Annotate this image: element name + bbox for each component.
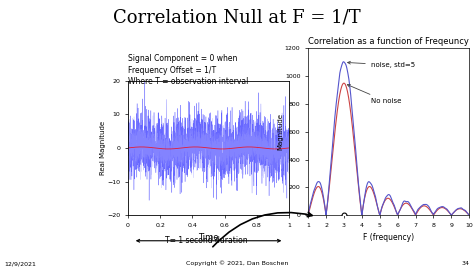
Text: Copyright © 2021, Dan Boschen: Copyright © 2021, Dan Boschen xyxy=(186,261,288,266)
Text: No noise: No noise xyxy=(347,84,401,104)
Text: Correlation Null at F = 1/T: Correlation Null at F = 1/T xyxy=(113,8,361,26)
X-axis label: F (frequency): F (frequency) xyxy=(363,233,414,242)
Text: noise, std=5: noise, std=5 xyxy=(347,61,415,68)
Text: 12/9/2021: 12/9/2021 xyxy=(5,261,36,266)
Y-axis label: Magnitude: Magnitude xyxy=(277,113,283,150)
Text: Signal Component = 0 when
Frequency Offset = 1/T
Where T = observation interval: Signal Component = 0 when Frequency Offs… xyxy=(128,54,248,86)
X-axis label: Time: Time xyxy=(198,233,219,242)
Text: 34: 34 xyxy=(461,261,469,266)
Title: Correlation as a function of Freqeuncy: Correlation as a function of Freqeuncy xyxy=(308,37,469,46)
Text: T= 1 second duration: T= 1 second duration xyxy=(165,236,247,245)
Y-axis label: Real Magnitude: Real Magnitude xyxy=(100,121,106,175)
